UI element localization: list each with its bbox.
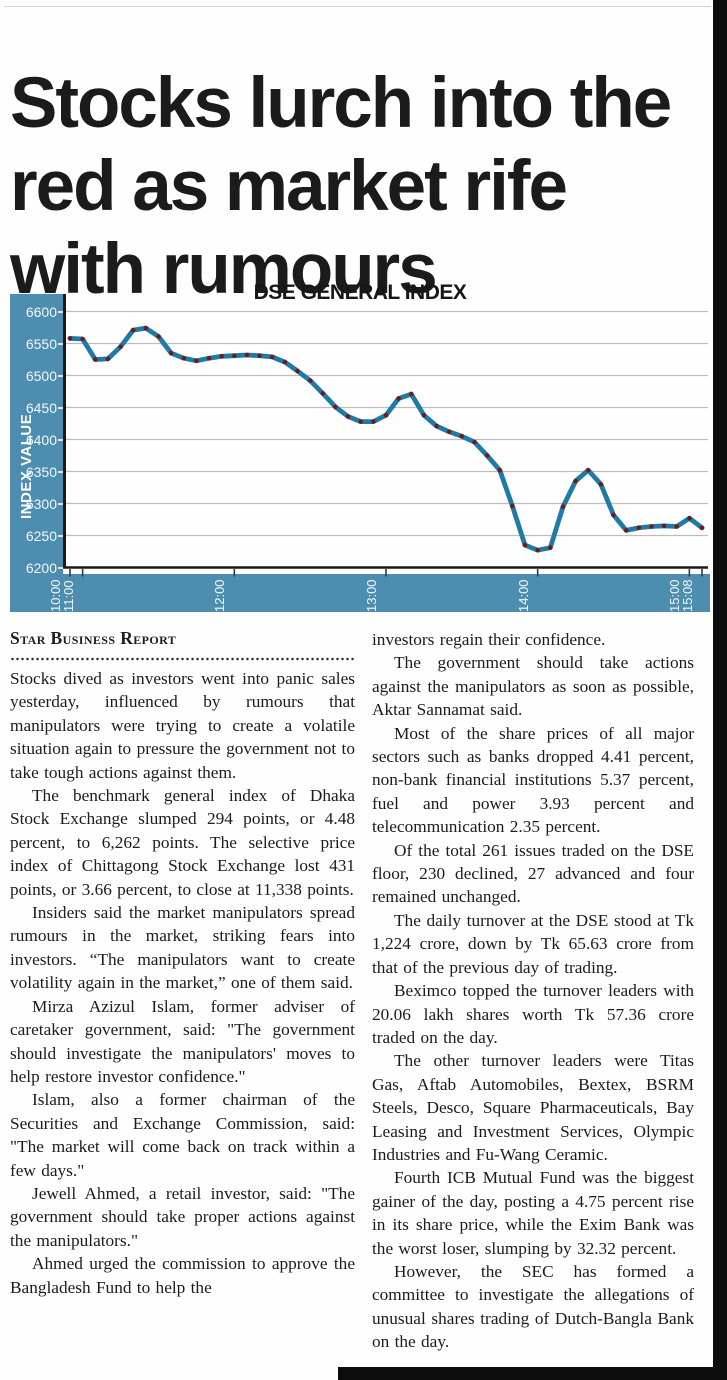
y-tick-label: 6600 [25,303,57,320]
paragraph: The government should take actions again… [372,653,694,720]
scan-edge-right [713,0,727,1380]
y-tick-label: 6200 [25,559,57,576]
x-tick-label: 11:00 [60,580,76,612]
right-paragraphs: investors regain their confidence. The go… [372,628,694,1354]
paragraph: Mirza Azizul Islam, former adviser of ca… [10,996,355,1086]
paragraph: However, the SEC has formed a committee … [372,1261,694,1352]
paragraph: Beximco topped the turnover leaders with… [372,981,694,1047]
chart-title: DSE GENERAL INDEX [253,281,467,304]
byline-divider [10,657,355,661]
x-tick-label: 14:00 [515,579,531,612]
y-tick-label: 6550 [25,335,57,352]
y-band-tick [58,310,63,313]
paragraph: Insiders said the market manipulators sp… [10,903,355,993]
paragraph: Most of the share prices of all major se… [372,723,694,837]
scan-edge-bottom [338,1367,727,1380]
paragraph: The benchmark general index of Dhaka Sto… [10,786,355,899]
plot-svg [63,294,708,577]
y-tick-label: 6500 [25,367,57,384]
paragraph: The daily turnover at the DSE stood at T… [372,910,694,977]
y-band-tick [58,438,63,441]
article-left-column: Star Business Report Stocks dived as inv… [10,628,355,1299]
y-tick-label: 6300 [25,495,57,512]
byline: Star Business Report [10,628,177,648]
y-band-tick [58,566,63,569]
headline: Stocks lurch into the red as market rife… [10,63,672,309]
article-right-column: investors regain their confidence. The go… [372,628,694,1354]
paragraph: Jewell Ahmed, a retail investor, said: "… [10,1183,355,1250]
paragraph: Islam, also a former chairman of the Sec… [10,1090,355,1180]
y-band-tick [58,502,63,505]
x-tick-label: 12:00 [212,579,228,612]
y-tick-label: 6400 [25,431,57,448]
paragraph: investors regain their confidence. [372,630,606,649]
y-tick-label: 6350 [25,463,57,480]
y-band-tick [58,406,63,409]
y-tick-label: 6250 [25,527,57,544]
y-band-tick [58,470,63,473]
y-band-tick [58,374,63,377]
y-tick-label: 6450 [25,399,57,416]
paragraph: Stocks dived as investors went into pani… [10,669,355,782]
y-band-tick [58,534,63,537]
chart-x-axis-band [63,574,710,612]
paragraph: The other turnover leaders were Titas Ga… [372,1051,694,1164]
left-paragraphs: Stocks dived as investors went into pani… [10,667,355,1299]
top-rule [4,6,711,7]
paragraph: Fourth ICB Mutual Fund was the biggest g… [372,1168,694,1258]
chart-y-axis-band [10,294,63,612]
x-tick-label: 13:00 [364,579,379,612]
paragraph: Ahmed urged the commission to approve th… [10,1254,355,1297]
paragraph: Of the total 261 issues traded on the DS… [372,840,694,907]
y-band-tick [58,342,63,345]
x-tick-label: 15:08 [680,579,695,612]
dse-index-chart: DSE GENERAL INDEX INDEX VALUE 6600 6550 65… [10,281,710,613]
